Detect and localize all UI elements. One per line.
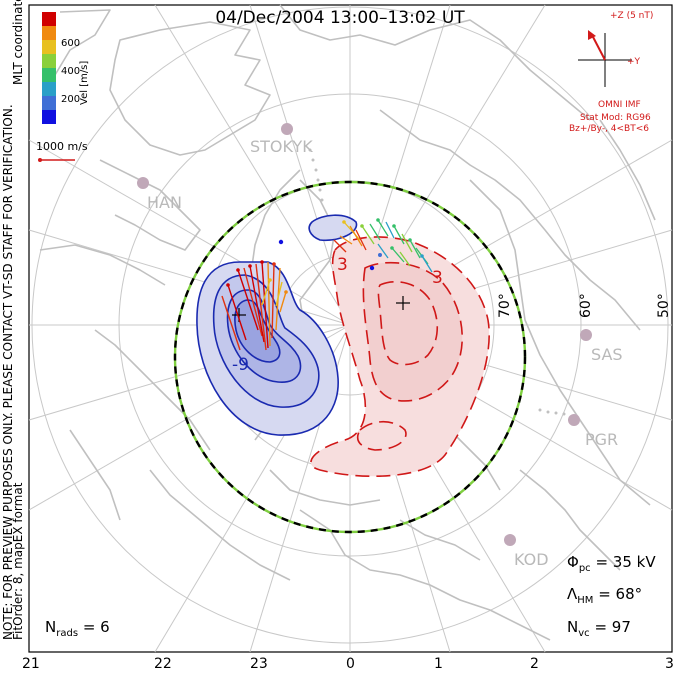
imf-source-label: OMNI IMF	[598, 100, 641, 110]
station-label-han: HAN	[147, 193, 182, 212]
mlt-hour-22: 22	[154, 656, 172, 672]
velocity-tick-600: 600	[61, 38, 81, 49]
station-marker-kod	[504, 534, 516, 546]
station-label-sas: SAS	[591, 345, 623, 364]
velocity-vectors-noon	[333, 219, 433, 273]
positive-potential-cell	[310, 236, 490, 478]
contour-label-positive-left: 3	[337, 255, 348, 275]
velocity-tick-200: 200	[61, 94, 81, 105]
mlt-hour-23: 23	[250, 656, 268, 672]
latitude-label-60: 60°	[578, 293, 594, 318]
cross-polar-potential: Φpc = 35 kV	[567, 553, 656, 574]
latitude-label-70: 70°	[497, 293, 513, 318]
mlt-hour-2: 2	[530, 656, 539, 672]
contour-label-negative: -9	[232, 355, 249, 375]
radar-count: Nrads = 6	[45, 618, 110, 639]
station-label-pgr: PGR	[585, 430, 619, 449]
station-label-kod: KOD	[514, 550, 549, 569]
station-markers	[137, 123, 592, 546]
station-marker-han	[137, 177, 149, 189]
mlt-hour-21: 21	[22, 656, 40, 672]
radar-fov-dots	[308, 148, 566, 416]
station-marker-stokyk	[281, 123, 293, 135]
velocity-scale-label: Vel [m/s]	[79, 60, 90, 105]
velocity-dots-dusk	[226, 239, 288, 294]
mlt-hour-1: 1	[434, 656, 443, 672]
mlt-hour-3: 3	[665, 656, 674, 672]
station-marker-sas	[580, 329, 592, 341]
map-title: 04/Dec/2004 13:00–13:02 UT	[215, 8, 465, 28]
fit-order-note: FitOrder: 8, mapEX format	[11, 482, 25, 640]
imf-z-label: +Z (5 nT)	[610, 11, 654, 21]
imf-y-label: +Y	[627, 57, 641, 67]
coordinate-system-label: MLT coordinates	[11, 0, 25, 85]
statistical-model-label: Stat Mod: RG96	[580, 113, 651, 123]
negative-potential-cell	[196, 214, 358, 436]
vector-reference-symbol	[38, 158, 75, 162]
imf-condition-label: Bz+/By-, 4<BT<6	[569, 124, 649, 134]
hm-boundary-latitude: ΛHM = 68°	[567, 585, 643, 606]
vector-reference-label: 1000 m/s	[36, 140, 88, 153]
station-label-stokyk: STOKYK	[250, 137, 313, 156]
vector-count: Nvc = 97	[567, 618, 631, 639]
velocity-color-bar	[42, 12, 56, 124]
velocity-vectors-dusk	[221, 261, 287, 351]
contour-label-positive-right: 3	[432, 268, 443, 288]
station-marker-pgr	[568, 414, 580, 426]
latitude-label-50: 50°	[656, 293, 672, 318]
mlt-hour-0: 0	[346, 656, 355, 672]
velocity-tick-400: 400	[61, 66, 81, 77]
imf-dial	[578, 30, 632, 87]
velocity-dots-noon	[342, 218, 424, 271]
hmb-boundary-black	[173, 180, 527, 534]
